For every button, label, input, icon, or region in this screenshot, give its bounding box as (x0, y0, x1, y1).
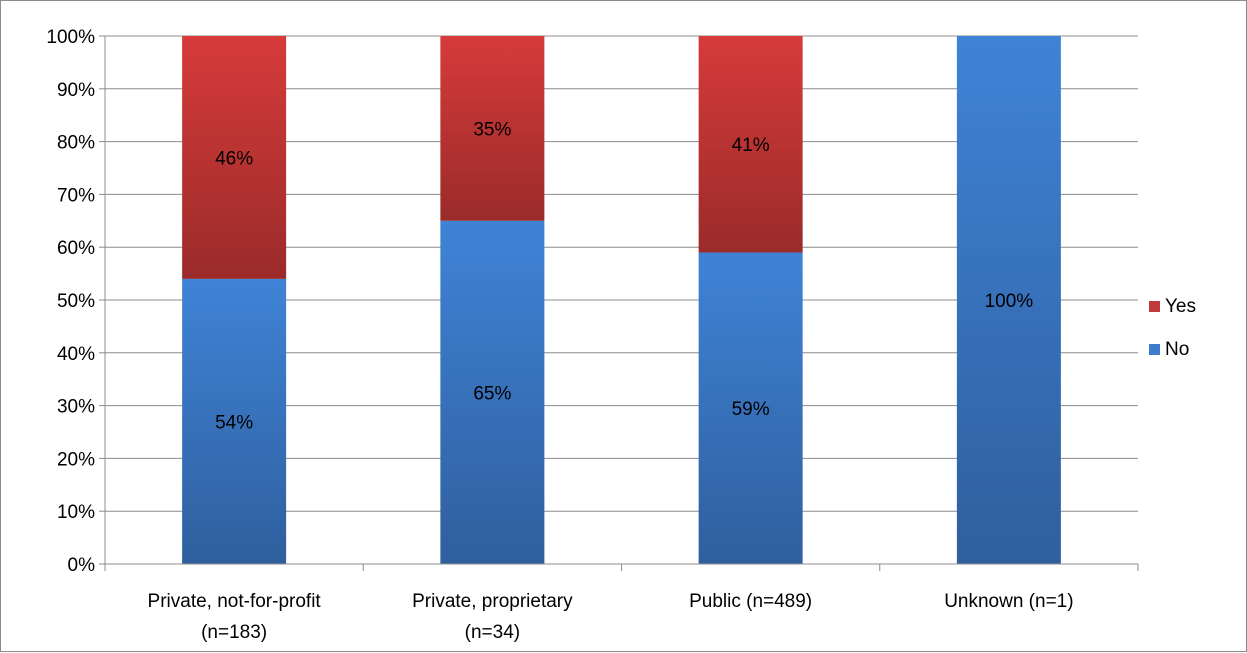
bar-no (182, 278, 287, 564)
y-tick-label: 60% (57, 238, 95, 259)
x-category-label: (n=34) (465, 622, 520, 643)
legend-swatch-yes (1149, 301, 1160, 312)
y-tick-label: 100% (46, 27, 95, 48)
data-label-no: 100% (985, 291, 1034, 312)
bar-no (698, 252, 803, 565)
x-category-label: Public (n=489) (689, 591, 812, 612)
y-tick-label: 70% (57, 185, 95, 206)
x-category-label: Private, not-for-profit (148, 591, 322, 612)
bar-yes (182, 36, 287, 279)
y-tick-label: 20% (57, 449, 95, 470)
legend: Yes No (1149, 296, 1196, 360)
bar-no (440, 220, 545, 565)
x-category-label: (n=183) (201, 622, 267, 643)
y-tick-label: 50% (57, 291, 95, 312)
legend-swatch-no (1149, 344, 1160, 355)
x-category-label: Private, proprietary (412, 591, 573, 612)
data-label-no: 59% (732, 399, 770, 420)
data-label-no: 65% (473, 383, 511, 404)
bar-no (956, 36, 1061, 564)
y-tick-label: 80% (57, 133, 95, 154)
legend-label-yes: Yes (1165, 296, 1196, 317)
legend-label-no: No (1165, 339, 1189, 360)
y-tick-label: 90% (57, 80, 95, 101)
y-tick-label: 10% (57, 502, 95, 523)
bars (182, 36, 1061, 565)
x-category-label: Unknown (n=1) (944, 591, 1073, 612)
bar-yes (698, 36, 803, 253)
y-tick-label: 40% (57, 344, 95, 365)
data-label-yes: 41% (732, 135, 770, 156)
axes: 0% 10% 20% 30% 40% 50% 60% 70% 80% 90% 100% Private… (46, 27, 1139, 643)
y-tick-label: 0% (68, 555, 96, 576)
data-label-yes: 35% (473, 119, 511, 140)
data-label-no: 54% (215, 412, 253, 433)
bar-yes (440, 36, 545, 221)
data-label-yes: 46% (215, 148, 253, 169)
y-tick-label: 30% (57, 397, 95, 418)
data-labels: 54% 46% 65% 35% 59% 41% 100% (215, 119, 1033, 433)
